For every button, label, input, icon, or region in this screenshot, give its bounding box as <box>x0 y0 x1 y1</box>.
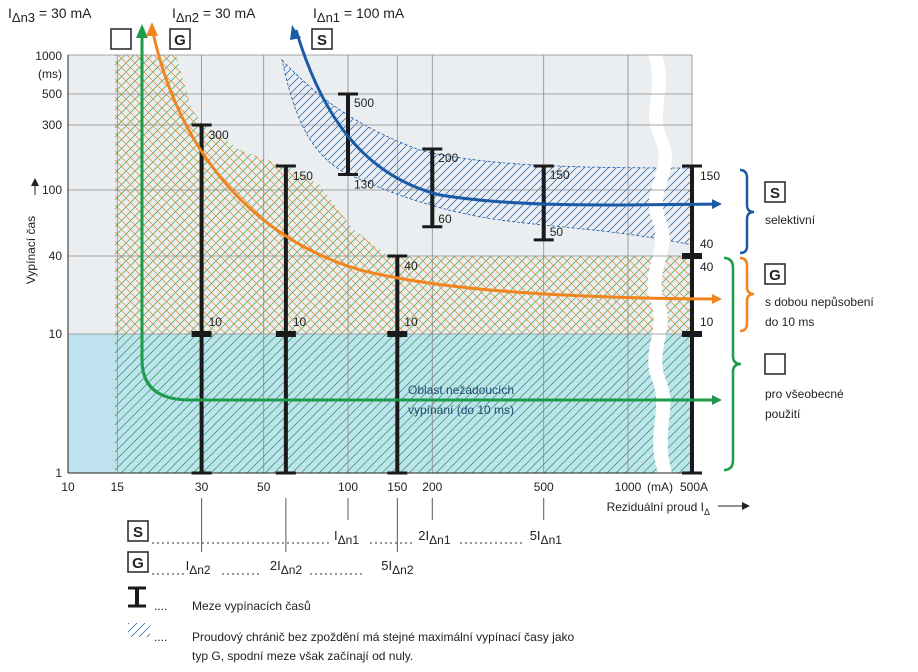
hatch-symbol <box>128 623 150 637</box>
legend-text: s dobou nepůsobení <box>765 295 874 309</box>
x-tick-label: 30 <box>195 480 209 494</box>
selective-band-hatch <box>281 58 693 246</box>
x-tick-label: 200 <box>422 480 442 494</box>
range-label: 10 <box>404 315 418 329</box>
range-label: 10 <box>209 315 223 329</box>
y-tick-label: 100 <box>42 183 62 197</box>
legend-box-label: G <box>132 555 144 572</box>
y-tick-label: 1 <box>55 466 62 480</box>
range-label: 40 <box>404 259 418 273</box>
bottom-legend: SG IΔn1 2IΔn1 5IΔn1 IΔn2 2IΔn2 5IΔn2.... Meze v… <box>127 498 575 663</box>
legend-dots: .... <box>154 599 167 613</box>
range-label: 50 <box>550 225 564 239</box>
y-axis-label: Vypínací čas <box>24 216 38 284</box>
annotation-line: vypínání (do 10 ms) <box>408 403 514 417</box>
x-tick-label: 10 <box>61 480 75 494</box>
range-label: 300 <box>209 128 229 142</box>
x-tick-label: 50 <box>257 480 271 494</box>
range-bars: 300 10 150 10 40 10 500 130 200 60 150 50 150 40 40 10 <box>191 92 720 475</box>
legend-box-label: S <box>770 185 780 202</box>
y-tick-label: 40 <box>49 249 63 263</box>
x-axis-arrowhead <box>742 502 750 510</box>
range-label: 500 <box>354 96 374 110</box>
axis-break <box>647 55 673 473</box>
range-label: 10 <box>700 315 714 329</box>
range-label: 150 <box>293 169 313 183</box>
range-label: 150 <box>700 169 720 183</box>
series-arrowhead-g <box>146 22 158 36</box>
range-label: 150 <box>550 168 570 182</box>
series-arrowhead-s <box>290 25 301 40</box>
x-axis-label: Reziduální proud IΔ <box>607 500 710 517</box>
type-box-label: G <box>174 32 186 49</box>
range-label: 40 <box>700 237 714 251</box>
x-unit-label: (mA) <box>647 480 673 494</box>
hatch-description-line: Proudový chránič bez zpoždění má stejné … <box>192 630 575 644</box>
y-tick-label: 1000 <box>35 49 62 63</box>
s-multiple-label: IΔn1 <box>334 528 359 547</box>
brace-s <box>739 168 755 255</box>
x-tick-label: 150 <box>387 480 407 494</box>
type-box-label: S <box>317 32 327 49</box>
x-tick-label: 500A <box>680 480 708 494</box>
y-axis-arrowhead <box>31 178 39 186</box>
y-tick-label: 300 <box>42 118 62 132</box>
legend-box-g <box>127 551 149 573</box>
brace-general <box>723 256 742 472</box>
range-label: 200 <box>438 151 458 165</box>
x-tick-label: 500 <box>534 480 554 494</box>
legend-text: použití <box>765 407 801 421</box>
rated-current-label: IΔn3 = 30 mA <box>8 5 92 25</box>
g-multiple-label: 2IΔn2 <box>270 558 303 577</box>
axes: 10 15 30 50 100 150 200 500 1000 (mA) 500A11040100… <box>24 49 750 517</box>
legend-text: do 10 ms <box>765 315 814 329</box>
g-type-hatched-area <box>115 334 692 473</box>
curves <box>136 22 722 405</box>
x-tick-label: 1000 <box>615 480 642 494</box>
hatch-description-line: typ G, spodní meze však začínají od nuly… <box>192 649 413 663</box>
series-line-g <box>150 27 722 304</box>
range-label: 40 <box>700 260 714 274</box>
g-multiple-label: 5IΔn2 <box>381 558 414 577</box>
rated-current-label: IΔn1 = 100 mA <box>313 5 405 25</box>
x-tick-label: 15 <box>111 480 125 494</box>
s-multiple-label: 5IΔn1 <box>530 528 563 547</box>
labels: Oblast nežádoucích vypínání (do 10 ms) IΔn… <box>8 5 514 417</box>
legend-text: pro všeobecné <box>765 387 844 401</box>
range-label: 60 <box>438 212 452 226</box>
range-label: 130 <box>354 177 374 191</box>
type-box <box>110 28 132 50</box>
legend-box <box>764 181 786 203</box>
y-tick-label: 10 <box>49 327 63 341</box>
legend-box-s <box>127 520 149 542</box>
legend-text: selektivní <box>765 213 816 227</box>
annotation-line: Oblast nežádoucích <box>408 383 514 397</box>
legend-box-label: G <box>769 267 781 284</box>
type-box <box>169 28 191 50</box>
legend-box <box>764 263 786 285</box>
rated-current-label: IΔn2 = 30 mA <box>172 5 256 25</box>
series-arrowhead-general <box>136 24 148 38</box>
range-symbol-text: Meze vypínacích časů <box>192 599 311 613</box>
s-multiple-label: 2IΔn1 <box>418 528 451 547</box>
x-tick-label: 100 <box>338 480 358 494</box>
legend-dots: .... <box>154 630 167 644</box>
series-line-s <box>294 29 722 210</box>
general-use-hatched-area <box>115 55 692 334</box>
legend-box <box>764 353 786 375</box>
series-line-general <box>140 30 722 405</box>
y-tick-label: 500 <box>42 87 62 101</box>
y-unit-label: (ms) <box>38 67 62 81</box>
brace-g <box>739 256 755 333</box>
legend-box-label: S <box>133 524 143 541</box>
type-box <box>311 28 333 50</box>
range-label: 10 <box>293 315 307 329</box>
g-multiple-label: IΔn2 <box>186 558 211 577</box>
